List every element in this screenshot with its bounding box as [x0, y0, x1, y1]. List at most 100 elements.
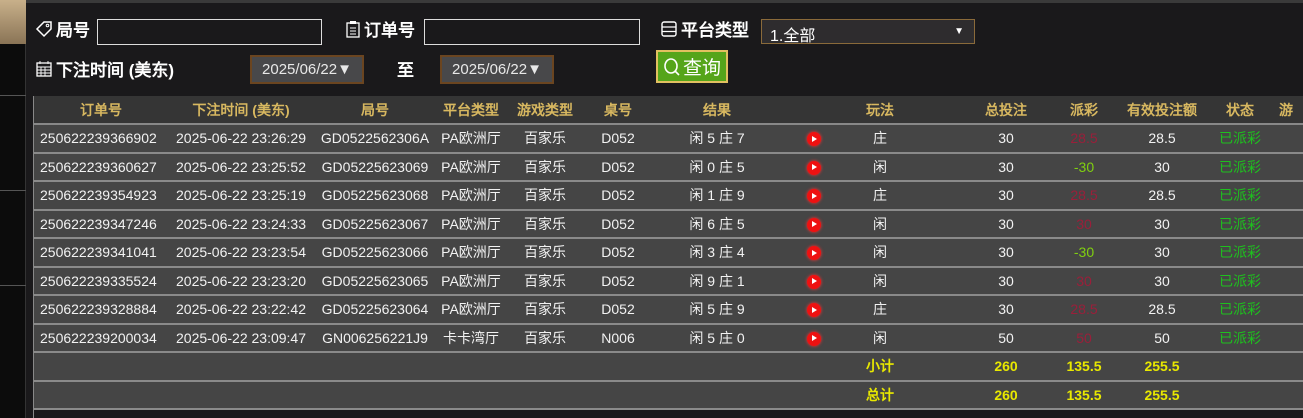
payout: -30 [1045, 152, 1123, 182]
clipboard-icon [346, 20, 360, 38]
valid-bet: 30 [1123, 209, 1201, 239]
table-row[interactable]: 250622239200034 2025-06-22 23:09:47 GN0062… [34, 323, 1303, 353]
platform: PA欧洲厅 [436, 124, 506, 154]
order-input[interactable] [424, 19, 640, 45]
replay-cell [782, 152, 845, 182]
table-row[interactable]: 250622239354923 2025-06-22 23:25:19 GD0522… [34, 181, 1303, 211]
game-type: 百家乐 [506, 266, 584, 296]
order-number: 250622239200034 [34, 323, 168, 353]
empty-cell [1201, 352, 1279, 382]
replay-cell [782, 295, 845, 325]
platform: PA欧洲厅 [436, 238, 506, 268]
empty-cell [314, 380, 436, 410]
empty-cell [1201, 380, 1279, 410]
round-number: GD0522562306A [314, 124, 436, 154]
platform-label: 平台类型 [660, 16, 749, 41]
status-badge: 已派彩 [1201, 238, 1279, 268]
column-header: 总投注 [915, 96, 1045, 125]
replay-cell [782, 323, 845, 353]
platform: PA欧洲厅 [436, 181, 506, 211]
subtotal-payout: 135.5 [1045, 352, 1123, 382]
replay-cell [782, 209, 845, 239]
payout: -30 [1045, 238, 1123, 268]
round-input[interactable] [97, 19, 322, 45]
server-icon [661, 20, 677, 37]
search-icon [664, 57, 680, 76]
date-from-picker[interactable]: 2025/06/22▼ [250, 55, 364, 84]
table-number: D052 [584, 209, 652, 239]
play-video-icon[interactable] [806, 303, 821, 318]
total-bet: 260 [915, 380, 1045, 410]
game-type: 百家乐 [506, 295, 584, 325]
total-bet: 30 [915, 181, 1045, 211]
valid-bet: 28.5 [1123, 181, 1201, 211]
table-number: D052 [584, 124, 652, 154]
game-type: 百家乐 [506, 238, 584, 268]
date-to-picker[interactable]: 2025/06/22▼ [440, 55, 554, 84]
bet-time: 2025-06-22 23:22:42 [168, 295, 314, 325]
bet-time: 2025-06-22 23:23:20 [168, 266, 314, 296]
payout: 50 [1045, 323, 1123, 353]
tag-icon [35, 20, 52, 37]
round-number: GD05225623068 [314, 181, 436, 211]
order-number: 250622239354923 [34, 181, 168, 211]
total-bet: 30 [915, 124, 1045, 154]
cell [1279, 124, 1303, 154]
total-bet: 50 [915, 323, 1045, 353]
table-row[interactable]: 250622239347246 2025-06-22 23:24:33 GD0522… [34, 209, 1303, 239]
play-video-icon[interactable] [806, 274, 821, 289]
table-row[interactable]: 250622239335524 2025-06-22 23:23:20 GD0522… [34, 266, 1303, 296]
valid-bet: 28.5 [1123, 295, 1201, 325]
total-bet: 30 [915, 295, 1045, 325]
play-video-icon[interactable] [806, 189, 821, 204]
replay-cell [782, 266, 845, 296]
platform: PA欧洲厅 [436, 209, 506, 239]
replay-cell [782, 124, 845, 154]
play-video-icon[interactable] [806, 246, 821, 261]
payout: 30 [1045, 209, 1123, 239]
status-badge: 已派彩 [1201, 323, 1279, 353]
column-header [782, 96, 845, 125]
result: 闲 5 庄 9 [652, 295, 782, 325]
order-number: 250622239335524 [34, 266, 168, 296]
table-row[interactable]: 250622239341041 2025-06-22 23:23:54 GD0522… [34, 238, 1303, 268]
round-number: GD05225623065 [314, 266, 436, 296]
column-header: 结果 [652, 96, 782, 125]
empty-cell [782, 380, 845, 410]
order-number: 250622239341041 [34, 238, 168, 268]
query-button[interactable]: 查询 [656, 50, 728, 83]
left-sidebar [0, 0, 26, 418]
table-row[interactable]: 250622239328884 2025-06-22 23:22:42 GD0522… [34, 295, 1303, 325]
round-number: GD05225623069 [314, 152, 436, 182]
cell [1279, 152, 1303, 182]
empty-cell [168, 352, 314, 382]
calendar-icon [36, 60, 52, 77]
cell [1279, 238, 1303, 268]
empty-cell [506, 352, 584, 382]
round-number: GD05225623067 [314, 209, 436, 239]
bet-type: 庄 [845, 181, 915, 211]
platform-select[interactable]: 1.全部 ▼ [761, 19, 975, 45]
empty-cell [782, 352, 845, 382]
order-number: 250622239366902 [34, 124, 168, 154]
replay-cell [782, 181, 845, 211]
play-video-icon[interactable] [806, 160, 821, 175]
bet-type: 闲 [845, 209, 915, 239]
result: 闲 9 庄 1 [652, 266, 782, 296]
table-number: D052 [584, 238, 652, 268]
column-header: 游 [1279, 96, 1303, 125]
total-valid: 255.5 [1123, 380, 1201, 410]
sidebar-tab[interactable] [0, 0, 26, 44]
table-row[interactable]: 250622239360627 2025-06-22 23:25:52 GD0522… [34, 152, 1303, 182]
play-video-icon[interactable] [806, 132, 821, 147]
replay-cell [782, 238, 845, 268]
valid-bet: 50 [1123, 323, 1201, 353]
round-number: GD05225623064 [314, 295, 436, 325]
column-header: 派彩 [1045, 96, 1123, 125]
platform: PA欧洲厅 [436, 152, 506, 182]
bet-type: 闲 [845, 152, 915, 182]
play-video-icon[interactable] [806, 331, 821, 346]
table-row[interactable]: 250622239366902 2025-06-22 23:26:29 GD0522… [34, 124, 1303, 154]
payout: 30 [1045, 266, 1123, 296]
play-video-icon[interactable] [806, 217, 821, 232]
